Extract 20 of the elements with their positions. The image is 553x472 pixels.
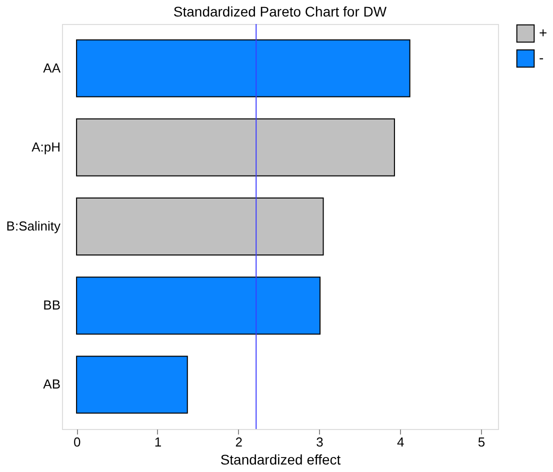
x-tick-label: 4 (397, 434, 404, 450)
x-tick-label: 0 (73, 434, 81, 450)
y-tick-label: AB (43, 376, 60, 392)
bar (76, 118, 395, 176)
bar (76, 276, 321, 335)
y-tick-label: BB (43, 298, 60, 313)
legend-label: + (539, 24, 548, 40)
bar (76, 356, 188, 414)
x-tick-label: 1 (154, 434, 162, 450)
y-tick-label: AA (43, 60, 61, 76)
x-tick-label: 3 (316, 434, 324, 450)
bar (76, 39, 410, 98)
x-tick-label: 2 (235, 434, 242, 450)
y-tick-label: A:pH (32, 139, 60, 154)
x-tick-label: 5 (478, 434, 486, 450)
x-axis-title: Standardized effect (220, 452, 341, 468)
y-tick-label: B:Salinity (6, 218, 61, 234)
chart-title: Standardized Pareto Chart for DW (173, 4, 388, 20)
legend-label: - (539, 50, 544, 66)
bar (76, 198, 324, 256)
